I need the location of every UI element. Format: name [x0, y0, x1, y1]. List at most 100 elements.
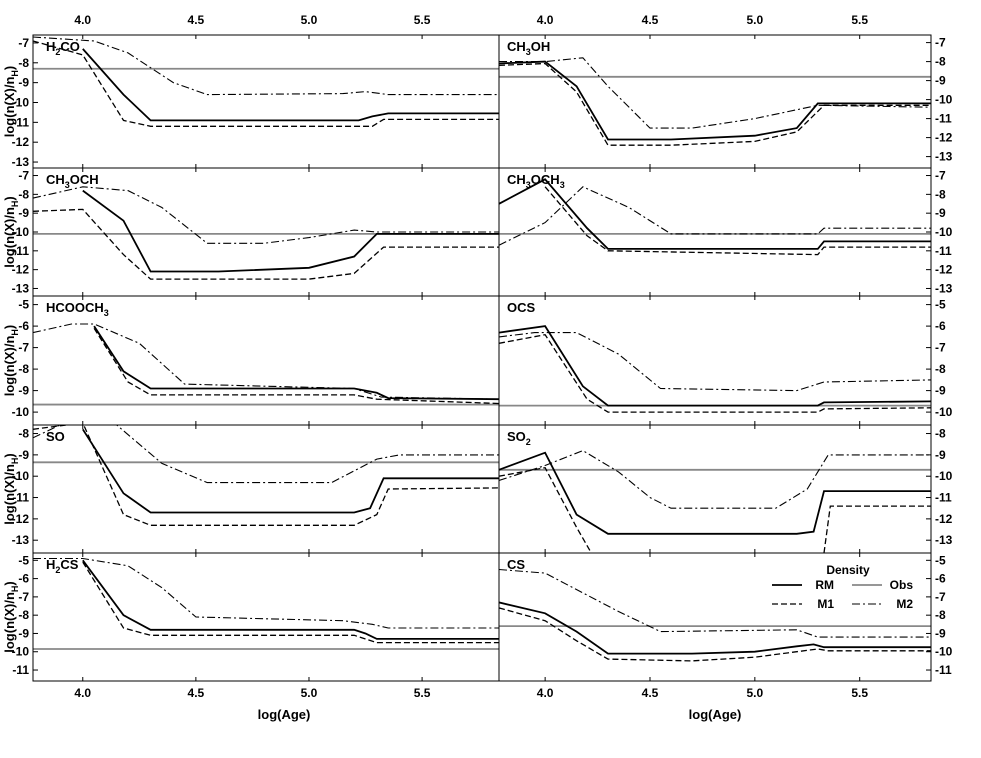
y-tick-label: -11 — [12, 491, 29, 505]
y-tick-label: -10 — [935, 93, 953, 107]
x-tick-label-top: 4.0 — [74, 13, 91, 27]
y-tick-label: -10 — [935, 645, 953, 659]
y-tick-label: -13 — [935, 281, 953, 295]
y-tick-label: -10 — [12, 95, 30, 109]
series-m2-line — [499, 332, 931, 392]
series-m1-line — [33, 425, 499, 526]
legend-label-obs: Obs — [890, 578, 914, 592]
panel-title-ch3och: CH3OCH — [46, 172, 99, 190]
series-m2-line — [499, 57, 931, 129]
x-tick-label-top: 5.0 — [301, 13, 318, 27]
x-tick-label-bottom: 4.5 — [642, 686, 659, 700]
y-tick-label: -5 — [935, 553, 946, 567]
series-m1-line — [544, 186, 931, 256]
series-rm-line — [499, 601, 931, 655]
x-tick-label-bottom: 5.0 — [747, 686, 764, 700]
y-tick-label: -11 — [12, 244, 29, 258]
y-tick-label: -9 — [935, 384, 946, 398]
series-rm-line — [82, 428, 499, 514]
plot-area-h2co — [33, 36, 499, 127]
series-m2-line — [33, 36, 499, 96]
series-m1-line — [823, 505, 931, 553]
series-rm-line — [93, 325, 499, 401]
panel-h2co: -7 -8 -9 -10 -11 -12 -13 — [12, 34, 500, 169]
plot-area-ch3och3 — [499, 178, 931, 256]
plot-area-hcooch3 — [33, 323, 499, 406]
y-tick-label: -8 — [18, 608, 29, 622]
y-tick-label: -8 — [18, 56, 29, 70]
x-tick-label-bottom: 4.5 — [188, 686, 205, 700]
legend-label-m2: M2 — [896, 597, 913, 611]
y-tick-label: -10 — [12, 645, 30, 659]
panel-title-so: SO — [46, 429, 65, 444]
series-m2-line — [499, 568, 931, 638]
panel-cs: -5 -6 -7 -8 -9 -10 -11 — [498, 552, 953, 682]
series-rm-line — [82, 189, 499, 273]
series-m1-line — [499, 607, 931, 662]
series-rm-line — [499, 178, 931, 250]
y-tick-label: -5 — [18, 298, 29, 312]
x-tick-label-top: 4.5 — [642, 13, 659, 27]
y-tick-label: -9 — [935, 74, 946, 88]
y-tick-label: -12 — [12, 263, 30, 277]
y-tick-label: -9 — [18, 448, 29, 462]
y-tick-label: -13 — [935, 150, 953, 164]
y-tick-label: -7 — [18, 36, 29, 50]
panel-so: -8 -9 -10 -11 -12 -13 — [12, 424, 500, 554]
series-m1-line — [93, 327, 499, 405]
panel-title-cs: CS — [507, 557, 525, 572]
x-axis-title: log(Age) — [689, 707, 742, 722]
y-tick-label: -10 — [12, 469, 30, 483]
series-m2-line — [33, 186, 499, 244]
series-rm-line — [499, 451, 931, 535]
series-m1-line — [499, 62, 931, 146]
y-tick-label: -9 — [935, 448, 946, 462]
x-tick-label-top: 4.0 — [537, 13, 554, 27]
x-tick-label-bottom: 5.5 — [851, 686, 868, 700]
y-tick-label: -8 — [935, 427, 946, 441]
legend-label-m1: M1 — [817, 597, 834, 611]
y-tick-label: -11 — [935, 112, 952, 126]
panel-hcooch3: -5 -6 -7 -8 -9 -10 — [12, 295, 500, 426]
y-tick-label: -8 — [935, 55, 946, 69]
y-tick-label: -6 — [935, 572, 946, 586]
series-rm-line — [499, 325, 931, 407]
y-tick-label: -12 — [12, 135, 30, 149]
y-tick-label: -12 — [935, 131, 953, 145]
series-m2-line — [33, 557, 499, 629]
y-tick-label: -9 — [935, 626, 946, 640]
y-tick-label: -5 — [935, 298, 946, 312]
y-tick-label: -7 — [18, 169, 29, 183]
y-tick-label: -12 — [12, 512, 30, 526]
legend-title: Density — [826, 563, 870, 577]
panel-h2cs: -5 -6 -7 -8 -9 -10 -11 — [12, 552, 500, 682]
y-tick-label: -8 — [18, 362, 29, 376]
panel-frame — [498, 34, 932, 169]
y-tick-label: -9 — [935, 206, 946, 220]
y-tick-label: -11 — [12, 663, 29, 677]
y-tick-label: -10 — [935, 405, 953, 419]
series-m2-line — [499, 449, 931, 509]
x-tick-label-bottom: 5.0 — [301, 686, 318, 700]
series-m2-line — [499, 186, 931, 246]
y-tick-label: -7 — [935, 169, 946, 183]
series-m1-line — [499, 466, 592, 553]
y-tick-label: -11 — [935, 244, 952, 258]
x-tick-label-bottom: 4.0 — [537, 686, 554, 700]
y-tick-label: -13 — [12, 533, 30, 547]
y-tick-label: -6 — [935, 319, 946, 333]
y-axis-title: log(n(X)/nH) — [2, 325, 20, 397]
y-tick-label: -12 — [935, 512, 953, 526]
series-rm-line — [82, 559, 499, 640]
series-m1-line — [499, 333, 931, 413]
series-m1-line — [33, 208, 499, 280]
panel-title-ch3och3: CH3OCH3 — [507, 172, 565, 190]
panel-title-so2: SO2 — [507, 429, 531, 447]
y-tick-label: -5 — [18, 553, 29, 567]
y-tick-label: -13 — [12, 281, 30, 295]
y-tick-label: -8 — [935, 187, 946, 201]
y-axis-title: log(n(X)/nH) — [2, 453, 20, 525]
y-tick-label: -11 — [935, 491, 952, 505]
